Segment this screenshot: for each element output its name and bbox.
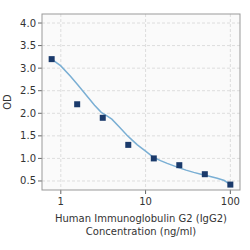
x-axis-label: Human Immunoglobulin G2 (IgG2) <box>55 213 227 224</box>
point <box>151 155 157 161</box>
tick-label: 3.5 <box>20 40 36 51</box>
grid-line <box>145 14 146 190</box>
tick-label: 1.5 <box>20 130 36 141</box>
grid-line <box>42 180 240 181</box>
tick-label: 4.0 <box>20 18 36 29</box>
tick-label: 10 <box>139 196 152 207</box>
tick-mark <box>60 190 61 194</box>
tick-label: 1.0 <box>20 153 36 164</box>
tick-label: 2.5 <box>20 85 36 96</box>
tick-mark <box>38 113 42 114</box>
tick-mark <box>38 158 42 159</box>
grid-line <box>230 14 231 190</box>
line <box>52 59 231 184</box>
tick-label: 3.0 <box>20 63 36 74</box>
data-layer <box>49 56 234 187</box>
tick-label: 2.0 <box>20 108 36 119</box>
grid-line <box>42 45 240 46</box>
tick-mark <box>38 23 42 24</box>
grid-line <box>42 158 240 159</box>
chart: 1 10 100 0.5 1.0 1.5 2.0 2.5 3.0 3.5 4.0 Human Immu… <box>0 0 250 250</box>
grid-line <box>42 135 240 136</box>
plot-area <box>42 14 240 190</box>
point <box>227 182 233 188</box>
tick-mark <box>38 90 42 91</box>
point <box>100 115 106 121</box>
tick-label: 1 <box>58 196 64 207</box>
plot-frame <box>42 14 240 190</box>
grid-line <box>42 90 240 91</box>
point <box>49 56 55 62</box>
tick-mark <box>38 68 42 69</box>
point <box>202 171 208 177</box>
tick-mark <box>38 180 42 181</box>
point <box>74 101 80 107</box>
point <box>176 162 182 168</box>
point <box>125 142 131 148</box>
grid-line <box>60 14 61 190</box>
tick-mark <box>230 190 231 194</box>
tick-mark <box>145 190 146 194</box>
tick-label: 100 <box>221 196 240 207</box>
grid-line <box>42 68 240 69</box>
tick-mark <box>38 135 42 136</box>
tick-label: 0.5 <box>20 175 36 186</box>
x-axis-label: Concentration (ng/ml) <box>86 226 196 237</box>
grid-line <box>42 23 240 24</box>
y-axis-label: OD <box>2 94 13 110</box>
grid <box>42 14 240 190</box>
tick-mark <box>38 45 42 46</box>
grid-line <box>42 113 240 114</box>
